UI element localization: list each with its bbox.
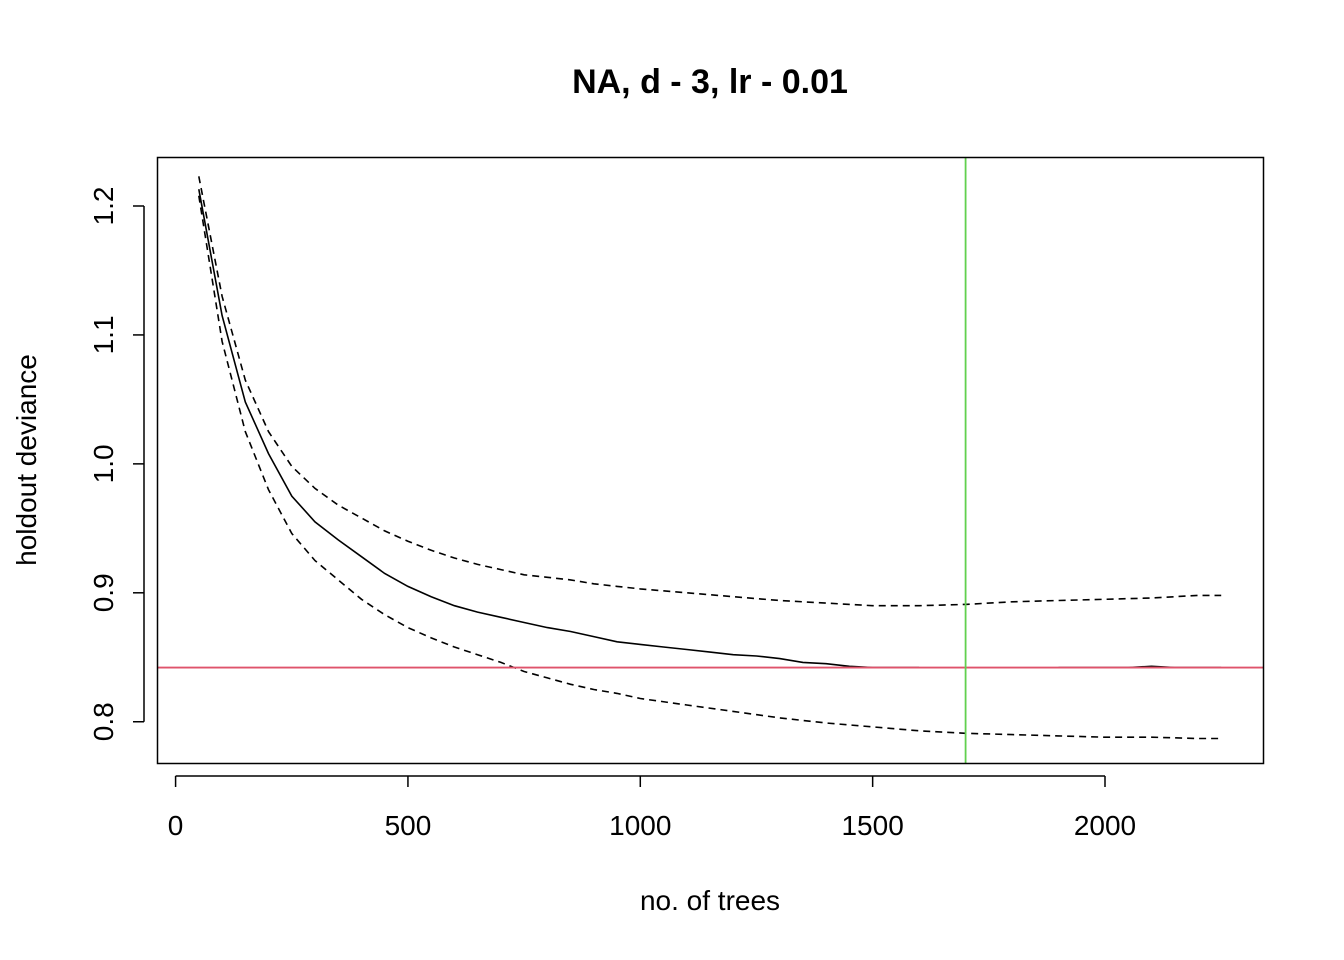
y-tick-label: 0.9 [88,573,119,612]
y-axis: 0.8 0.9 1.0 1.1 1.2 [88,187,145,741]
x-tick-label: 1500 [841,810,903,841]
series-layer [198,176,1222,740]
y-tick-label: 0.8 [88,702,119,741]
series-line-3 [198,176,1222,607]
x-tick-label: 0 [168,810,184,841]
y-tick-label: 1.0 [88,444,119,483]
reference-lines [157,157,1263,763]
x-tick-label: 500 [385,810,432,841]
chart-title: NA, d - 3, lr - 0.01 [572,63,848,101]
plot-frame [156,156,1265,765]
y-axis-label: holdout deviance [11,354,42,566]
x-axis: 0 500 1000 1500 2000 [168,775,1136,841]
y-tick-label: 1.2 [88,187,119,226]
series-line-4 [198,195,1222,740]
x-axis-label: no. of trees [640,885,780,916]
x-tick-label: 2000 [1074,810,1136,841]
series-line-1 [198,189,920,669]
y-tick-label: 1.1 [88,315,119,354]
x-tick-label: 1000 [609,810,671,841]
